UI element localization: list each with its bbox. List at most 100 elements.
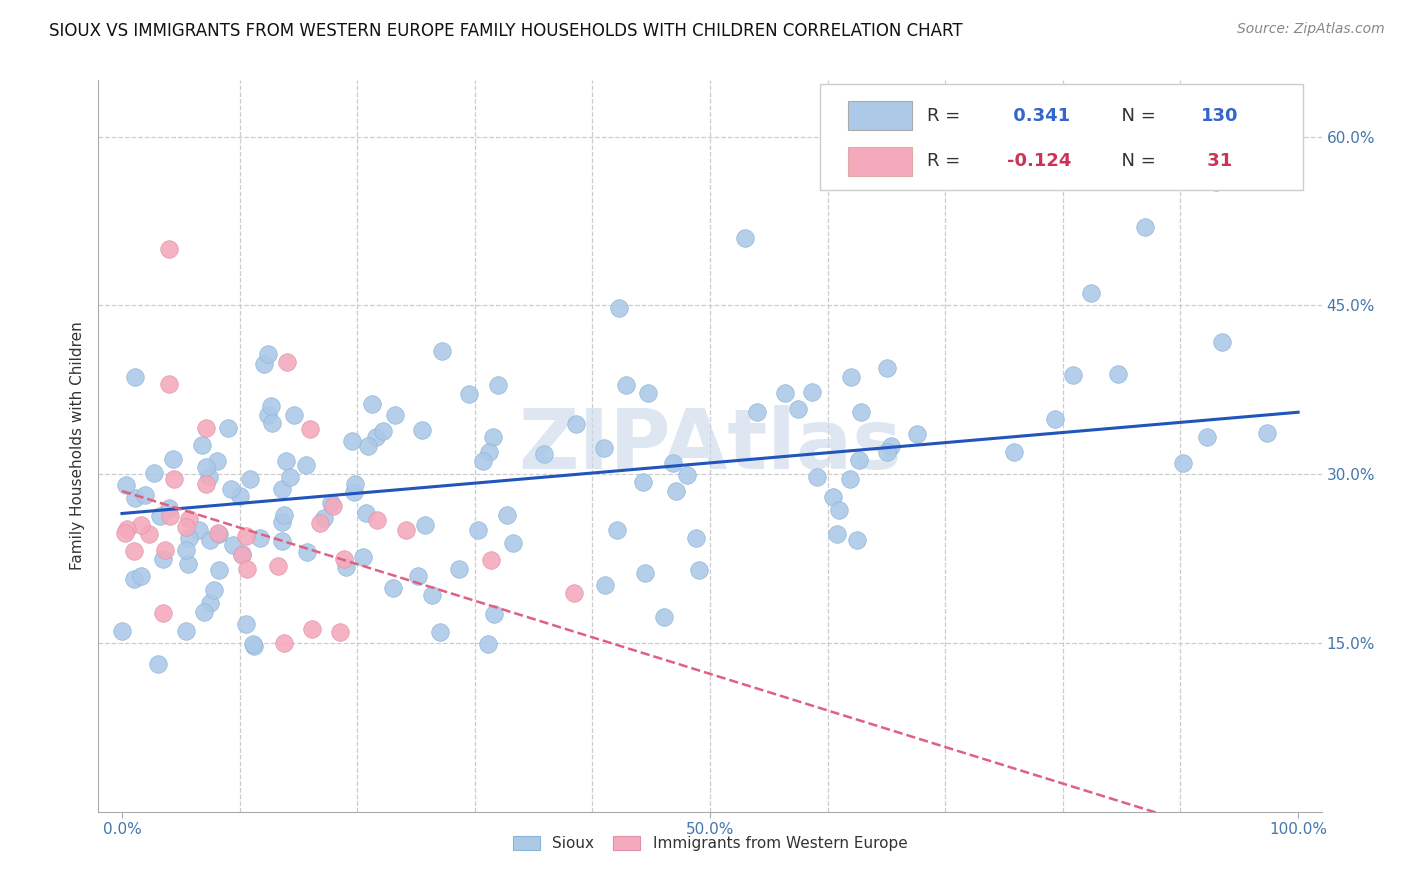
Point bbox=[177, 512, 200, 526]
Point bbox=[806, 470, 828, 484]
Point bbox=[449, 562, 471, 576]
Point bbox=[420, 588, 443, 602]
Point bbox=[257, 347, 280, 361]
Point bbox=[222, 537, 245, 551]
Point bbox=[143, 466, 166, 480]
Point bbox=[1171, 456, 1194, 470]
Y-axis label: Family Households with Children: Family Households with Children bbox=[69, 322, 84, 570]
Point bbox=[312, 510, 335, 524]
Point bbox=[231, 547, 253, 561]
Point bbox=[249, 531, 271, 545]
Point bbox=[236, 562, 259, 576]
Point bbox=[231, 548, 253, 562]
Point bbox=[482, 430, 505, 444]
Point bbox=[361, 397, 384, 411]
Point bbox=[342, 434, 364, 449]
Point bbox=[176, 557, 198, 571]
Point bbox=[124, 370, 146, 384]
Point bbox=[273, 508, 295, 522]
Point bbox=[198, 533, 221, 547]
Point bbox=[1002, 445, 1025, 459]
Point bbox=[308, 516, 330, 531]
Point bbox=[322, 499, 344, 513]
Point bbox=[415, 518, 437, 533]
Point bbox=[176, 520, 198, 534]
Point bbox=[333, 551, 356, 566]
Point bbox=[242, 636, 264, 650]
Point bbox=[343, 477, 366, 491]
Text: R =: R = bbox=[927, 153, 966, 170]
Text: -0.124: -0.124 bbox=[1007, 153, 1071, 170]
Point bbox=[395, 523, 418, 537]
Point bbox=[343, 485, 366, 500]
Point bbox=[486, 378, 509, 392]
Point bbox=[153, 543, 176, 558]
Point bbox=[382, 581, 405, 595]
Point bbox=[1135, 219, 1157, 234]
Point bbox=[115, 477, 138, 491]
Point bbox=[256, 408, 278, 422]
Point bbox=[1045, 412, 1067, 426]
Point bbox=[146, 657, 169, 672]
Point bbox=[208, 526, 231, 541]
Text: 130: 130 bbox=[1201, 107, 1239, 125]
Text: Source: ZipAtlas.com: Source: ZipAtlas.com bbox=[1237, 22, 1385, 37]
Point bbox=[253, 357, 276, 371]
FancyBboxPatch shape bbox=[848, 101, 912, 130]
Point bbox=[239, 472, 262, 486]
Point bbox=[271, 533, 294, 548]
Point bbox=[157, 500, 180, 515]
Point bbox=[828, 503, 851, 517]
Point bbox=[685, 531, 707, 545]
Point bbox=[295, 545, 318, 559]
Point bbox=[235, 616, 257, 631]
Point bbox=[734, 231, 756, 245]
Point bbox=[467, 523, 489, 537]
Point bbox=[299, 422, 322, 436]
Point bbox=[270, 515, 292, 529]
Point bbox=[329, 624, 352, 639]
Point bbox=[157, 242, 180, 256]
Point bbox=[880, 438, 903, 452]
Point bbox=[301, 622, 323, 636]
Point bbox=[665, 483, 688, 498]
Point bbox=[295, 458, 318, 473]
Point bbox=[267, 559, 290, 574]
Point bbox=[745, 405, 768, 419]
Point bbox=[533, 446, 555, 460]
Point bbox=[688, 563, 710, 577]
Text: N =: N = bbox=[1109, 153, 1161, 170]
Point bbox=[478, 444, 501, 458]
Point bbox=[562, 586, 585, 600]
Point bbox=[366, 513, 388, 527]
Point bbox=[243, 640, 266, 654]
Point bbox=[208, 563, 231, 577]
Point bbox=[219, 482, 242, 496]
Legend: Sioux, Immigrants from Western Europe: Sioux, Immigrants from Western Europe bbox=[505, 829, 915, 859]
Point bbox=[787, 401, 810, 416]
Point bbox=[606, 523, 628, 537]
Point bbox=[482, 607, 505, 621]
Point bbox=[152, 606, 174, 620]
Point bbox=[801, 384, 824, 399]
Point bbox=[138, 527, 160, 541]
Point bbox=[217, 421, 239, 435]
Point bbox=[202, 583, 225, 598]
Point bbox=[637, 385, 659, 400]
Point bbox=[634, 566, 657, 580]
Point bbox=[841, 369, 863, 384]
Point bbox=[276, 454, 298, 468]
Point bbox=[262, 417, 284, 431]
Point bbox=[1062, 368, 1084, 382]
Point bbox=[122, 543, 145, 558]
Point bbox=[352, 549, 374, 564]
Point bbox=[190, 438, 212, 452]
Point bbox=[114, 526, 136, 541]
Point bbox=[205, 454, 228, 468]
Point bbox=[319, 496, 342, 510]
Point bbox=[273, 636, 295, 650]
Point bbox=[502, 536, 524, 550]
Point bbox=[356, 439, 378, 453]
Point bbox=[479, 553, 502, 567]
Point bbox=[276, 354, 298, 368]
